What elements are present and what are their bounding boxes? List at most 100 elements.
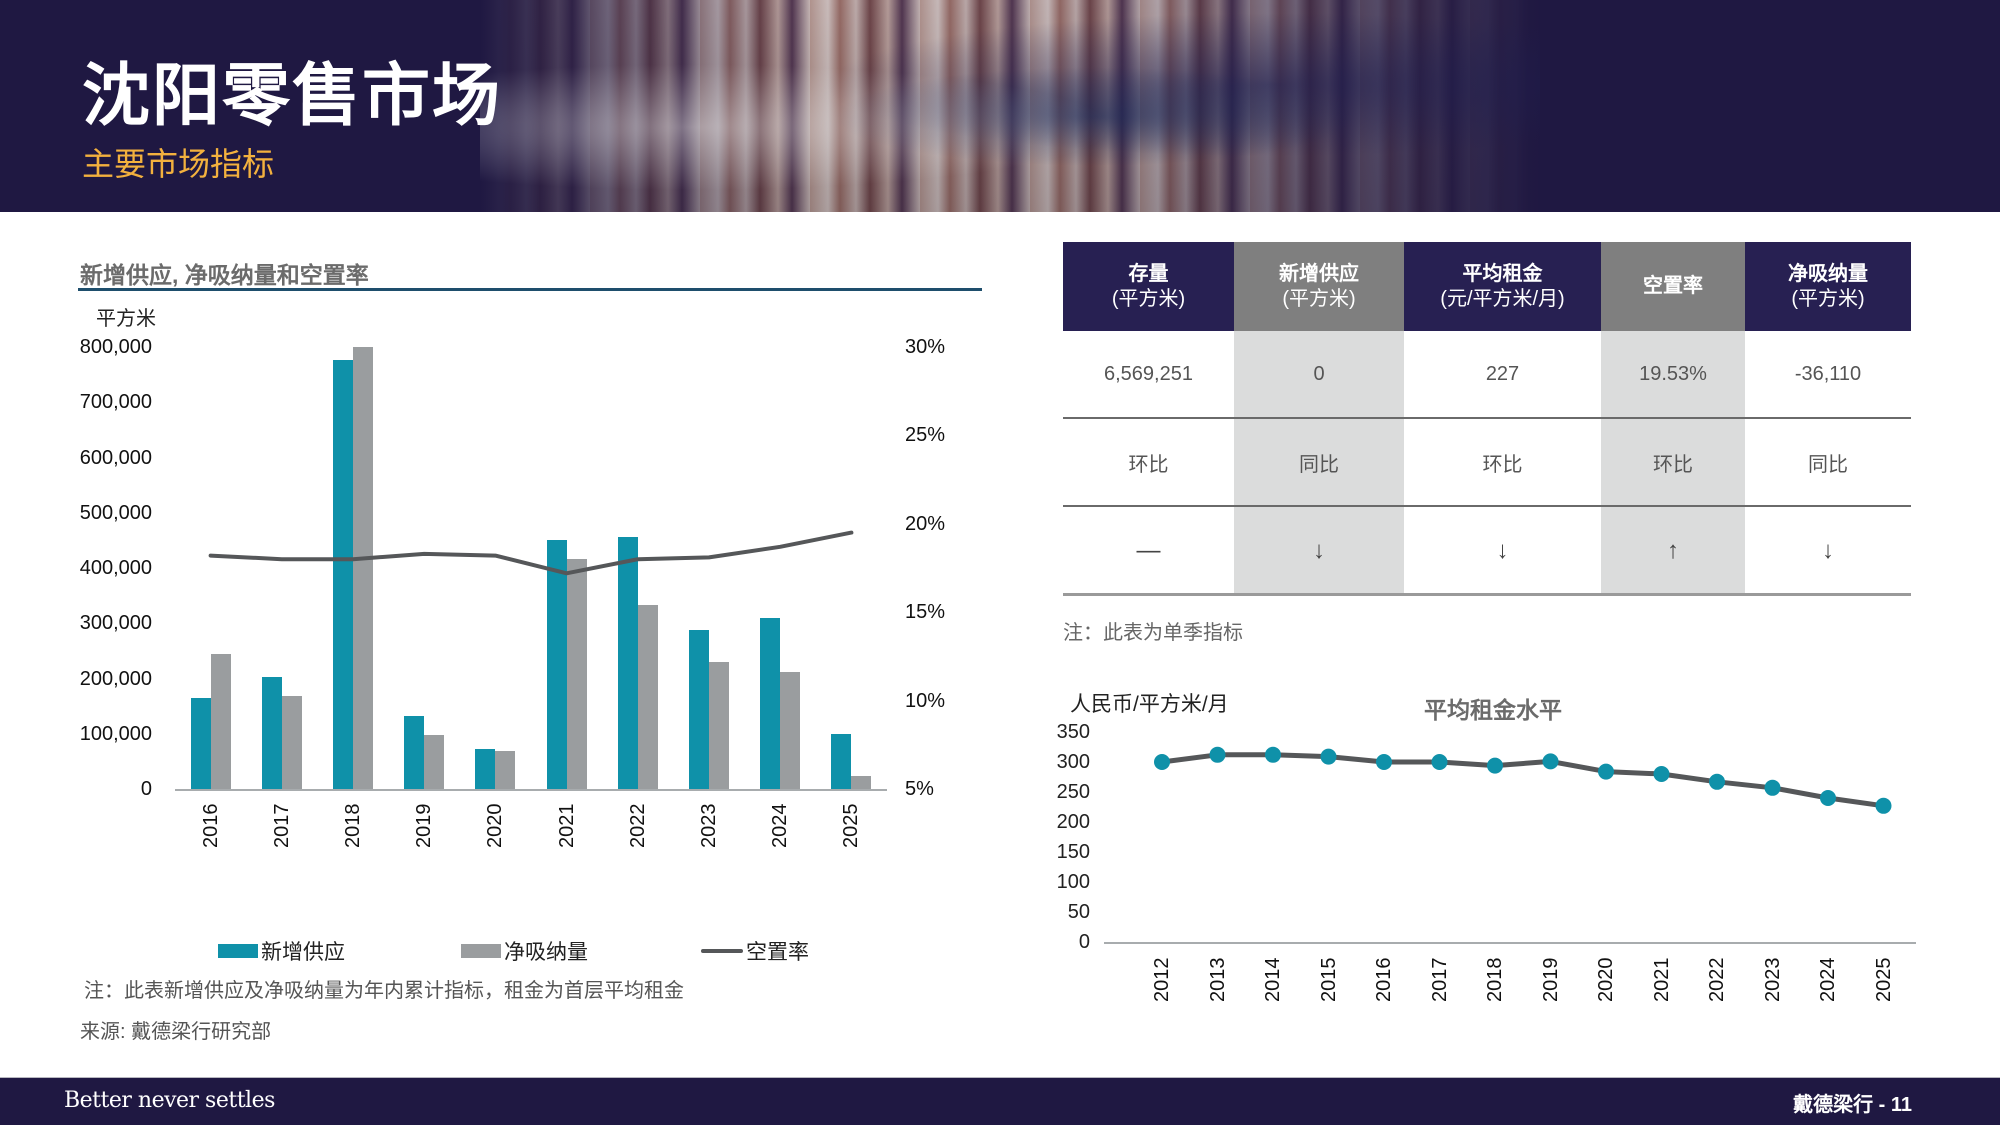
kpi-header-unit: (元/平方米/月) <box>1440 287 1565 310</box>
left-chart-title-rule <box>78 288 982 291</box>
bar-net-absorption <box>495 750 516 789</box>
rent-y-axis-tick: 50 <box>1067 901 1090 923</box>
bar-net-absorption <box>780 671 801 789</box>
kpi-header-unit: (平方米) <box>1791 287 1865 310</box>
bar-new-supply <box>333 359 353 789</box>
rent-data-point <box>1209 746 1226 763</box>
kpi-value: 227 <box>1485 363 1520 385</box>
kpi-header-unit: (平方米) <box>1282 287 1356 310</box>
kpi-trend-icon: — <box>1136 536 1161 564</box>
rent-x-axis-label: 2025 <box>1872 957 1895 1003</box>
y-axis-tick: 800,000 <box>79 336 152 358</box>
y-axis-tick: 100,000 <box>79 722 152 745</box>
rent-data-point <box>1653 766 1670 782</box>
kpi-trend-icon: ↓ <box>1822 536 1834 564</box>
y-axis-tick: 700,000 <box>79 391 152 414</box>
bar-new-supply <box>190 697 211 789</box>
rent-x-axis-label: 2021 <box>1650 957 1673 1003</box>
banner-photo <box>480 0 1540 212</box>
kpi-header-unit: (平方米) <box>1111 287 1186 310</box>
kpi-trend-icon: ↓ <box>1313 536 1325 564</box>
rent-x-axis-label: 2016 <box>1373 957 1395 1003</box>
rent-data-point <box>1376 754 1392 770</box>
bar-net-absorption <box>353 347 373 789</box>
y2-axis-tick: 25% <box>905 424 946 447</box>
rent-y-axis-tick: 350 <box>1056 721 1090 743</box>
bar-net-absorption <box>281 695 302 789</box>
kpi-header: 净吸纳量 (平方米) <box>1745 242 1911 331</box>
y2-axis-tick: 30% <box>905 336 946 358</box>
rent-x-axis-label: 2015 <box>1317 957 1340 1003</box>
rent-x-axis-label: 2012 <box>1151 957 1173 1003</box>
bar-net-absorption <box>210 653 231 789</box>
table-bottom-rule <box>1063 593 1911 596</box>
footer-page-number: 戴德梁行 - 11 <box>1793 1094 1912 1116</box>
rent-x-axis-label: 2019 <box>1539 957 1562 1003</box>
bar-new-supply <box>546 539 567 789</box>
kpi-compare-basis: 环比 <box>1482 454 1523 476</box>
bar-net-absorption <box>851 775 872 789</box>
rent-data-point <box>1154 754 1170 770</box>
rent-data-point <box>1764 779 1781 796</box>
supply-swatch-icon <box>218 944 258 958</box>
rent-y-axis-tick: 0 <box>1078 931 1090 953</box>
legend-supply: 新增供应 <box>218 936 345 966</box>
kpi-header-title: 存量 <box>1128 262 1169 285</box>
kpi-header: 空置率 <box>1601 242 1745 331</box>
table-row-divider <box>1063 505 1911 507</box>
left-chart-title: 新增供应, 净吸纳量和空置率 <box>80 262 369 288</box>
rent-data-point <box>1542 753 1559 770</box>
bar-net-absorption <box>424 735 445 789</box>
rent-x-axis-label: 2022 <box>1706 957 1728 1003</box>
absorption-swatch-icon <box>461 944 501 958</box>
rent-x-axis-label: 2020 <box>1595 957 1617 1003</box>
vacancy-line-icon <box>701 949 743 953</box>
kpi-body: 19.53% 环比 ↑ <box>1601 331 1745 594</box>
rent-x-axis-line <box>1104 942 1916 944</box>
y-axis-tick: 300,000 <box>79 612 152 635</box>
right-chart-title: 平均租金水平 <box>1424 697 1562 723</box>
rent-x-axis-label: 2014 <box>1262 957 1284 1003</box>
right-chart-unit: 人民币/平方米/月 <box>1070 693 1229 716</box>
rent-data-point <box>1598 763 1614 780</box>
bar-new-supply <box>760 617 781 789</box>
bar-new-supply <box>689 629 709 789</box>
bar-new-supply <box>261 676 282 789</box>
y2-axis-tick: 15% <box>905 601 946 624</box>
rent-x-axis-label: 2024 <box>1817 957 1839 1003</box>
legend-supply-label: 新增供应 <box>261 941 345 964</box>
header-banner: 沈阳零售市场 主要市场指标 <box>0 0 2000 212</box>
rent-y-axis-tick: 250 <box>1056 781 1090 803</box>
bar-net-absorption <box>709 661 729 789</box>
kpi-trend-icon: ↑ <box>1667 536 1679 564</box>
y-axis-tick: 0 <box>140 778 152 800</box>
kpi-header-title: 空置率 <box>1643 275 1703 297</box>
page-subtitle: 主要市场指标 <box>82 146 275 182</box>
rent-y-axis-tick: 100 <box>1056 871 1090 893</box>
kpi-compare-basis: 环比 <box>1128 454 1169 476</box>
rent-y-axis-tick: 200 <box>1056 811 1090 833</box>
table-note: 注：此表为单季指标 <box>1063 622 1243 644</box>
rent-data-point <box>1820 790 1836 806</box>
bar-new-supply <box>475 748 496 789</box>
left-chart-unit: 平方米 <box>96 308 156 330</box>
y-axis-tick: 500,000 <box>79 501 152 524</box>
kpi-body: 227 环比 ↓ <box>1404 331 1601 594</box>
kpi-header: 新增供应 (平方米) <box>1234 242 1404 331</box>
page-title: 沈阳零售市场 <box>82 58 503 134</box>
legend-vacancy-label: 空置率 <box>746 941 809 964</box>
table-row-divider <box>1063 417 1911 419</box>
x-axis-line <box>175 789 887 791</box>
kpi-header-title: 新增供应 <box>1279 262 1359 285</box>
bar-net-absorption <box>566 559 587 789</box>
rent-x-axis-label: 2023 <box>1761 957 1784 1003</box>
rent-data-point <box>1709 773 1725 790</box>
rent-x-axis-label: 2013 <box>1206 957 1229 1003</box>
kpi-value: 0 <box>1313 363 1325 385</box>
bar-net-absorption <box>637 605 658 789</box>
kpi-body: -36,110 同比 ↓ <box>1745 331 1911 594</box>
rent-y-axis-tick: 300 <box>1056 751 1090 773</box>
kpi-compare-basis: 环比 <box>1653 454 1693 476</box>
